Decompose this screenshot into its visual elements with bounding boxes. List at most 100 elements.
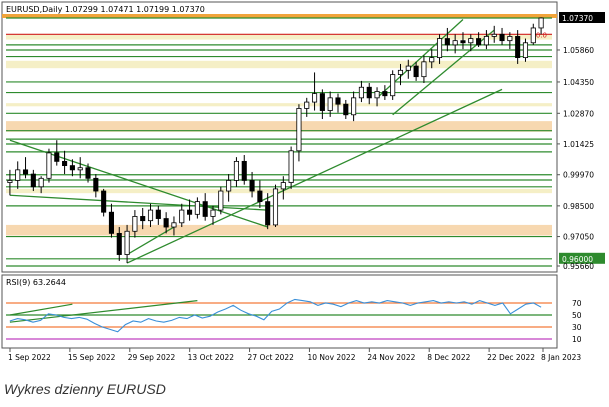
x-tick-label: 10 Nov 2022 — [307, 353, 355, 362]
candle-body — [179, 209, 185, 224]
price-zone — [6, 34, 552, 40]
x-tick-label: 27 Oct 2022 — [248, 353, 295, 362]
rsi-axis: 70 50 30 10 — [572, 299, 582, 344]
candle-body — [202, 201, 208, 217]
time-axis: 1 Sep 2022 15 Sep 2022 29 Sep 2022 13 Oct 2… — [8, 348, 581, 362]
levels-layer — [6, 17, 552, 267]
trendline — [9, 139, 268, 228]
candle-body — [257, 190, 263, 203]
trendline — [126, 88, 503, 264]
trendline — [9, 194, 268, 211]
candle-body — [515, 36, 521, 59]
candle-body — [187, 209, 193, 215]
price-zone — [6, 103, 552, 107]
y-tick-label: 1.04350 — [563, 78, 594, 87]
candle-body — [483, 36, 489, 46]
candle-body — [30, 173, 36, 188]
candle-body — [140, 216, 146, 222]
candle-body — [476, 38, 482, 46]
y-tick-label: 1.02870 — [563, 109, 594, 118]
candle-body — [358, 86, 364, 99]
candle-body — [468, 38, 474, 44]
price-tag-bg — [559, 12, 605, 23]
candle-body — [54, 152, 60, 162]
level-tag-bg — [559, 252, 605, 264]
chart-caption: Wykres dzienny EURUSD — [4, 381, 166, 397]
rsi-label: RSI(9) 63.2644 — [6, 278, 66, 287]
price-tag: 1.07370 — [562, 14, 593, 23]
candle-body — [218, 190, 224, 211]
candle-body — [272, 188, 279, 226]
y-tick-label: 0.99970 — [563, 171, 594, 180]
candle-body — [413, 65, 419, 78]
rsi-trendline — [9, 300, 198, 323]
x-tick-label: 24 Nov 2022 — [367, 353, 415, 362]
y-tick-label: 0.98500 — [563, 202, 594, 211]
x-tick-label: 29 Sep 2022 — [128, 353, 176, 362]
candle-body — [22, 169, 29, 175]
candle-body — [304, 101, 310, 109]
candle-body — [280, 182, 286, 190]
candle-body — [366, 86, 372, 99]
y-tick-label: 0.97050 — [563, 233, 594, 242]
candle-body — [351, 97, 357, 116]
candle-body — [124, 230, 130, 255]
candle-body — [444, 38, 450, 46]
candle-body — [163, 218, 169, 228]
candle-body — [296, 108, 302, 152]
candle-body — [460, 40, 466, 44]
candle-body — [405, 65, 411, 71]
x-tick-label: 8 Jan 2023 — [541, 353, 581, 362]
candle-body — [108, 211, 115, 234]
candle-body — [69, 165, 75, 171]
candle-body — [85, 167, 91, 179]
level-annotation: 0.0 — [536, 31, 547, 39]
y-tick-label: 1.01425 — [563, 140, 594, 149]
candle-body — [327, 97, 333, 111]
candle-body — [421, 61, 427, 78]
candle-body — [101, 190, 107, 213]
price-zone — [6, 224, 552, 236]
candle-body — [530, 27, 536, 44]
rsi-tick-label: 30 — [572, 323, 582, 332]
rsi-tick-label: 10 — [572, 335, 582, 344]
level-tag: 0.96000 — [562, 255, 593, 264]
candle-body — [62, 160, 68, 167]
candle-body — [491, 33, 497, 37]
top-band — [2, 14, 557, 18]
candle-body — [429, 57, 435, 63]
candle-body — [46, 152, 52, 179]
candle-body — [397, 69, 404, 75]
candle-body — [210, 209, 216, 217]
x-tick-label: 1 Sep 2022 — [8, 353, 51, 362]
price-zone — [6, 121, 552, 132]
candles-layer — [7, 17, 544, 264]
candle-body — [226, 180, 232, 192]
x-tick-label: 15 Sep 2022 — [68, 353, 116, 362]
y-tick-label: 0.95660 — [563, 262, 594, 271]
rsi-series-line — [9, 298, 542, 333]
candle-body — [312, 93, 318, 103]
candle-body — [507, 36, 513, 42]
candle-body — [319, 93, 325, 111]
candle-body — [241, 160, 247, 181]
candle-body — [93, 177, 99, 192]
x-tick-label: 8 Dec 2022 — [427, 353, 470, 362]
rsi-layer — [6, 298, 552, 340]
candle-body — [499, 33, 505, 42]
candle-body — [7, 180, 13, 183]
x-tick-label: 22 Dec 2022 — [487, 353, 535, 362]
candle-body — [382, 91, 388, 97]
candle-body — [265, 201, 271, 226]
candle-body — [38, 177, 44, 188]
candle-body — [171, 222, 177, 228]
x-tick-label: 13 Oct 2022 — [188, 353, 235, 362]
candle-body — [147, 209, 154, 222]
candle-body — [335, 97, 341, 105]
candle-body — [249, 180, 255, 192]
rsi-trendline — [9, 303, 73, 316]
candle-body — [15, 169, 21, 181]
candle-body — [538, 17, 544, 29]
rsi-panel — [1, 274, 558, 349]
